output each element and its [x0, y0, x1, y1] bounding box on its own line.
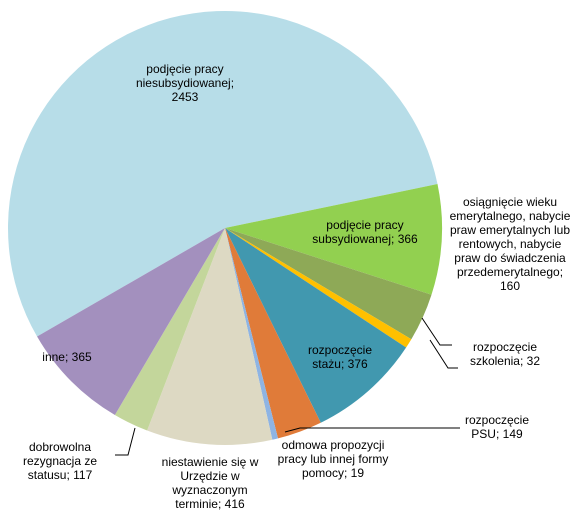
category-name: odmowa propozycji pracy lub innej formy … [277, 438, 389, 480]
data-label: niestawienie się w Urzędzie w wyznaczony… [158, 455, 263, 511]
pie-slice [225, 228, 321, 439]
category-name: rozpoczęcie PSU [464, 413, 530, 441]
leader-line [115, 427, 136, 456]
pie-slice [225, 228, 412, 348]
separator: ; [66, 468, 70, 482]
separator: ; [495, 427, 500, 441]
separator: ; [64, 350, 69, 364]
category-name: podjęcie pracy niesubsydiowanej [135, 62, 231, 90]
leader-line [284, 427, 460, 433]
separator: ; [559, 265, 564, 279]
leader-line [421, 317, 452, 346]
separator: ; [230, 76, 235, 90]
value-label: 32 [526, 354, 541, 368]
pie-slice [225, 228, 432, 340]
pie-slice [114, 228, 225, 431]
category-name: osiągnięcie wieku emerytalnego, nabycie … [449, 195, 571, 279]
data-label: rozpoczęcie PSU; 149 [457, 413, 537, 441]
category-name: rozpoczęcie szkolenia [469, 340, 538, 368]
separator: ; [519, 354, 524, 368]
pie-slice [225, 228, 278, 440]
separator: ; [391, 232, 395, 246]
data-label: podjęcie pracy niesubsydiowanej; 2453 [125, 62, 245, 104]
value-label: 19 [350, 466, 365, 480]
value-label: 2453 [171, 90, 199, 104]
value-label: 366 [397, 232, 418, 246]
category-name: niestawienie się w Urzędzie w wyznaczony… [161, 455, 259, 511]
separator: ; [343, 466, 348, 480]
value-label: 376 [347, 357, 368, 371]
category-name: rozpoczęcie stażu [307, 343, 373, 371]
data-label: inne; 365 [27, 350, 107, 364]
separator: ; [340, 357, 345, 371]
category-name: inne [42, 350, 65, 364]
value-label: 160 [499, 279, 521, 293]
category-name: podjęcie pracy subsydiowanej [312, 218, 404, 246]
data-label: rozpoczęcie szkolenia; 32 [465, 340, 545, 368]
pie-slice [147, 228, 273, 445]
value-label: 117 [73, 468, 93, 482]
leader-lines [115, 317, 460, 456]
pie-slice [225, 228, 407, 423]
separator: ; [217, 497, 222, 511]
pie-slice [225, 184, 442, 295]
data-label: odmowa propozycji pracy lub innej formy … [271, 438, 396, 480]
value-label: 365 [71, 350, 92, 364]
slices [8, 11, 442, 445]
leader-line [429, 339, 458, 369]
value-label: 149 [502, 427, 523, 441]
category-name: dobrowolna rezygnacja ze statusu [22, 440, 98, 482]
data-label: dobrowolna rezygnacja ze statusu; 117 [10, 440, 110, 482]
data-label: podjęcie pracy subsydiowanej; 366 [310, 218, 420, 246]
data-label: rozpoczęcie stażu; 376 [303, 343, 378, 371]
pie-slice [37, 228, 226, 415]
value-label: 416 [224, 497, 245, 511]
data-label: osiągnięcie wieku emerytalnego, nabycie … [448, 195, 572, 293]
pie-slice [8, 11, 438, 337]
